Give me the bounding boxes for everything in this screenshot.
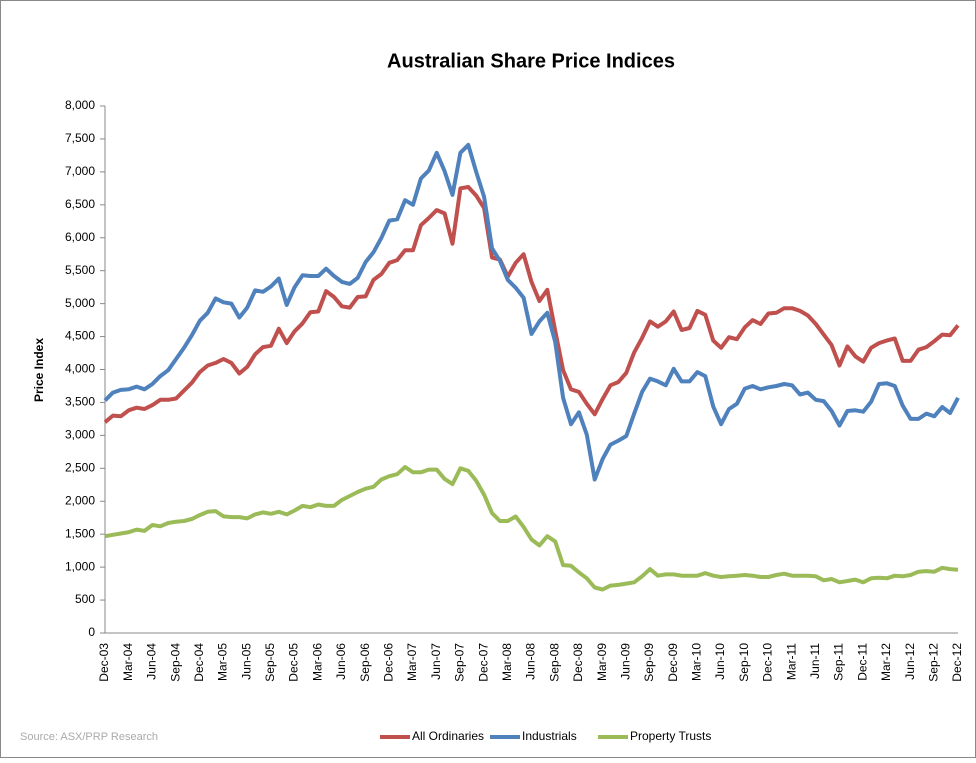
x-tick-label: Jun-10	[713, 643, 727, 680]
x-tick-label: Mar-08	[500, 643, 514, 681]
x-tick-label: Mar-06	[310, 643, 324, 681]
x-tick-label: Sep-09	[642, 643, 656, 682]
x-tick-label: Dec-12	[950, 643, 964, 682]
x-tick-label: Jun-07	[429, 643, 443, 680]
y-tick-label: 5,000	[65, 296, 95, 310]
x-tick-label: Jun-05	[239, 643, 253, 680]
x-tick-label: Mar-04	[121, 643, 135, 681]
series-line	[104, 465, 959, 592]
x-tick-label: Dec-04	[192, 643, 206, 682]
source-note: Source: ASX/PRP Research	[20, 731, 158, 743]
x-tick-label: Mar-07	[405, 643, 419, 681]
x-tick-label: Mar-11	[784, 643, 798, 680]
y-tick-label: 7,500	[65, 131, 95, 145]
x-tick-label: Dec-09	[666, 643, 680, 682]
x-tick-label: Dec-11	[855, 643, 869, 681]
y-tick-label: 0	[88, 625, 95, 639]
legend-label: Industrials	[522, 729, 577, 743]
x-tick-label: Mar-09	[595, 643, 609, 681]
x-tick-label: Dec-03	[97, 643, 111, 682]
y-tick-label: 2,500	[65, 460, 95, 474]
x-tick-label: Sep-12	[926, 643, 940, 682]
chart-title: Australian Share Price Indices	[387, 50, 675, 72]
x-tick-label: Jun-09	[618, 643, 632, 680]
y-axis-label: Price Index	[32, 338, 46, 402]
legend-label: All Ordinaries	[412, 729, 484, 743]
x-tick-label: Sep-07	[453, 643, 467, 682]
x-tick-label: Dec-10	[761, 643, 775, 682]
x-tick-label: Sep-04	[168, 643, 182, 682]
x-tick-label: Jun-11	[808, 643, 822, 679]
y-tick-label: 2,000	[65, 493, 95, 507]
series-line	[103, 142, 960, 482]
x-tick-label: Sep-10	[737, 643, 751, 682]
y-tick-label: 6,500	[65, 197, 95, 211]
y-tick-label: 8,000	[65, 98, 95, 112]
y-tick-label: 3,500	[65, 395, 95, 409]
x-tick-label: Mar-10	[690, 643, 704, 681]
y-tick-label: 4,000	[65, 362, 95, 376]
x-tick-label: Jun-06	[334, 643, 348, 680]
x-tick-label: Dec-07	[476, 643, 490, 682]
y-tick-label: 6,000	[65, 230, 95, 244]
x-tick-label: Mar-12	[879, 643, 893, 681]
x-tick-label: Dec-08	[571, 643, 585, 682]
y-tick-label: 500	[75, 592, 95, 606]
y-tick-label: 1,500	[65, 526, 95, 540]
y-tick-label: 1,000	[65, 559, 95, 573]
y-tick-label: 5,500	[65, 263, 95, 277]
x-tick-label: Dec-05	[287, 643, 301, 682]
legend-label: Property Trusts	[630, 729, 711, 743]
x-tick-label: Dec-06	[382, 643, 396, 682]
x-tick-label: Jun-12	[903, 643, 917, 680]
x-tick-label: Mar-05	[216, 643, 230, 681]
x-tick-label: Sep-06	[358, 643, 372, 682]
y-tick-label: 3,000	[65, 428, 95, 442]
series-line	[103, 185, 960, 424]
y-tick-label: 7,000	[65, 164, 95, 178]
x-tick-label: Jun-04	[145, 643, 159, 680]
x-tick-label: Sep-08	[547, 643, 561, 682]
x-tick-label: Jun-08	[524, 643, 538, 680]
x-tick-label: Sep-11	[832, 643, 846, 681]
x-tick-label: Sep-05	[263, 643, 277, 682]
y-tick-label: 4,500	[65, 329, 95, 343]
